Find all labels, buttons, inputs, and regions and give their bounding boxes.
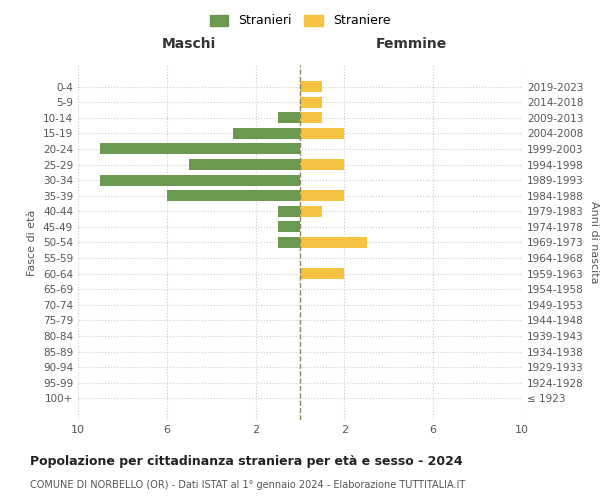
Bar	[300, 206, 322, 217]
Y-axis label: Fasce di età: Fasce di età	[28, 210, 37, 276]
Bar	[300, 159, 344, 170]
Bar	[300, 96, 322, 108]
Bar	[278, 206, 300, 217]
Bar	[233, 128, 300, 139]
Bar	[300, 268, 344, 279]
Bar	[278, 112, 300, 123]
Legend: Stranieri, Straniere: Stranieri, Straniere	[209, 14, 391, 28]
Bar	[300, 190, 344, 201]
Text: COMUNE DI NORBELLO (OR) - Dati ISTAT al 1° gennaio 2024 - Elaborazione TUTTITALI: COMUNE DI NORBELLO (OR) - Dati ISTAT al …	[30, 480, 465, 490]
Bar	[300, 81, 322, 92]
Bar	[167, 190, 300, 201]
Bar	[189, 159, 300, 170]
Text: Femmine: Femmine	[376, 37, 446, 51]
Bar	[100, 144, 300, 154]
Text: Popolazione per cittadinanza straniera per età e sesso - 2024: Popolazione per cittadinanza straniera p…	[30, 455, 463, 468]
Text: Maschi: Maschi	[162, 37, 216, 51]
Bar	[300, 112, 322, 123]
Bar	[300, 128, 344, 139]
Bar	[300, 237, 367, 248]
Bar	[100, 174, 300, 186]
Bar	[278, 237, 300, 248]
Bar	[278, 222, 300, 232]
Y-axis label: Anni di nascita: Anni di nascita	[589, 201, 599, 284]
